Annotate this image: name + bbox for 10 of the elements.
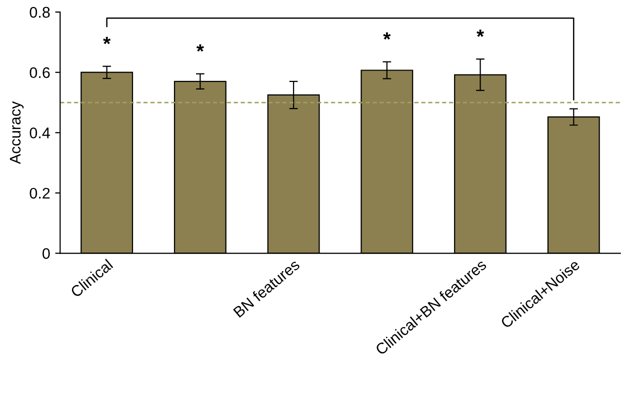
y-axis-title: Accuracy	[10, 101, 24, 164]
y-tick-label: 0.8	[30, 6, 50, 18]
data-label: *	[103, 36, 111, 44]
data-label: *	[476, 30, 484, 37]
y-tick-label: 0.6	[30, 67, 50, 78]
y-tick-label: 0.4	[30, 128, 50, 138]
data-label: *	[196, 44, 204, 52]
y-tick-label: 0	[42, 248, 50, 259]
data-label: *	[383, 32, 391, 40]
y-tick-label: 0.2	[30, 188, 50, 199]
